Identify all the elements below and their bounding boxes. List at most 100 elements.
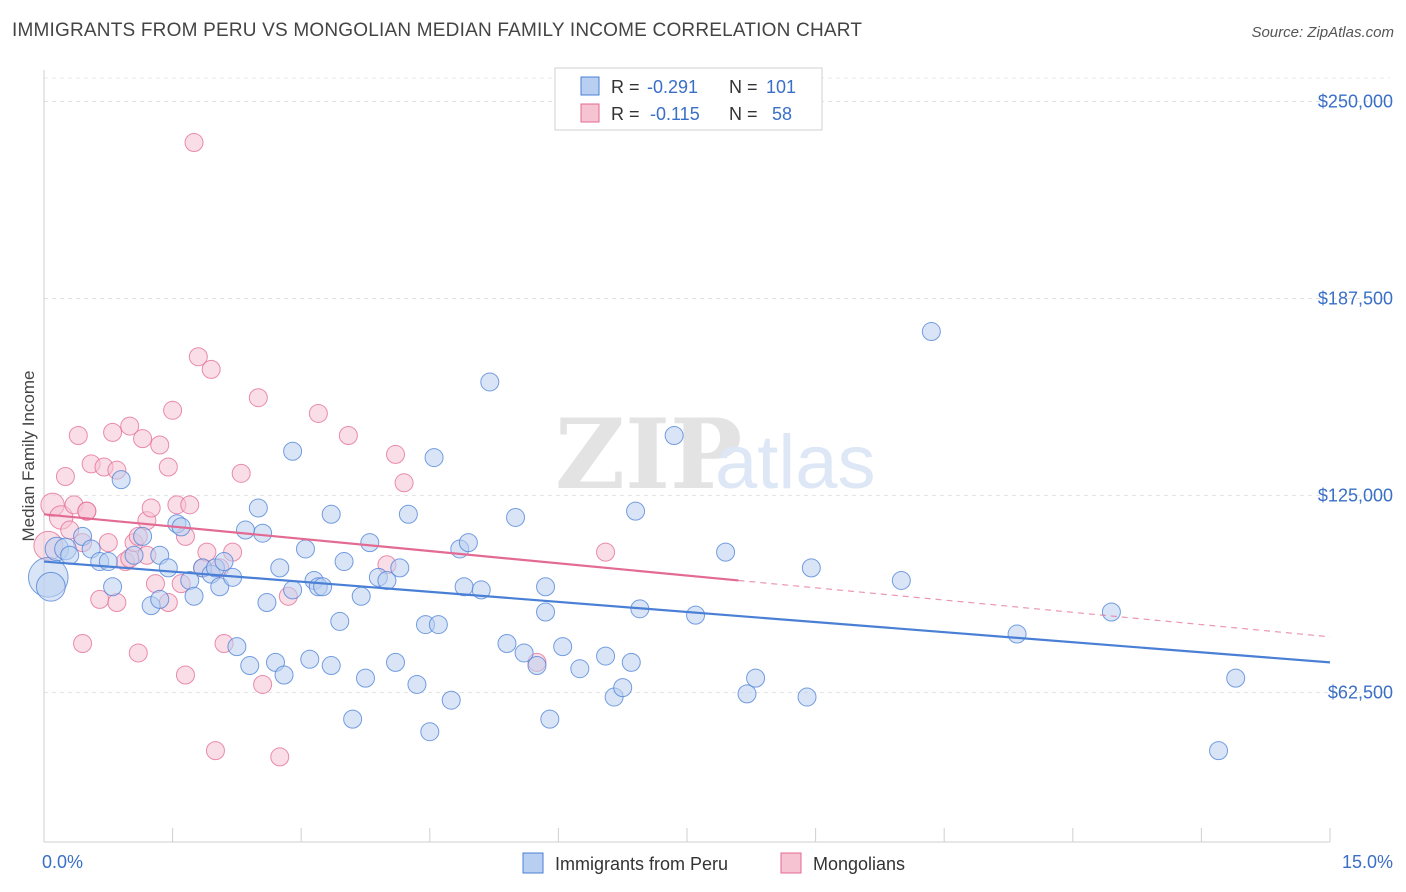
data-point xyxy=(98,533,118,553)
data-point xyxy=(133,526,153,546)
data-point xyxy=(613,678,633,698)
data-point xyxy=(664,426,684,446)
data-point xyxy=(248,388,268,408)
data-point xyxy=(300,649,320,669)
axes xyxy=(43,70,1331,843)
legend-swatch-pink xyxy=(580,103,600,123)
trend-line xyxy=(43,513,739,582)
data-point xyxy=(111,470,131,490)
data-point xyxy=(163,400,183,420)
legend-r-label-2: R = xyxy=(611,104,640,124)
legend-r-value-2: -0.115 xyxy=(650,104,700,124)
legend: R = -0.291 N = 101 R = -0.115 N = 58 xyxy=(554,67,823,131)
data-point xyxy=(1209,741,1229,761)
bottom-legend-swatch-pink xyxy=(780,852,802,874)
data-point xyxy=(386,444,406,464)
legend-n-label-2: N = xyxy=(729,104,758,124)
data-point xyxy=(596,542,616,562)
data-point xyxy=(338,426,358,446)
data-point xyxy=(553,637,573,657)
chart-title: IMMIGRANTS FROM PERU VS MONGOLIAN MEDIAN… xyxy=(12,20,863,41)
data-point xyxy=(360,533,380,553)
data-point xyxy=(334,552,354,572)
x-tick-label-min: 0.0% xyxy=(42,852,83,872)
series-immigrants-from-peru xyxy=(27,322,1246,761)
data-point xyxy=(570,659,590,679)
bottom-legend-label-pink: Mongolians xyxy=(813,854,905,874)
data-point xyxy=(257,593,277,613)
data-point xyxy=(441,690,461,710)
data-point xyxy=(133,429,153,449)
data-point xyxy=(240,656,260,676)
data-point xyxy=(107,593,127,613)
legend-r-label-1: R = xyxy=(611,77,640,97)
data-point xyxy=(343,709,363,729)
data-point xyxy=(891,570,911,590)
y-tick-label: $250,000 xyxy=(1318,92,1393,112)
data-point xyxy=(68,426,88,446)
data-point xyxy=(158,558,178,578)
data-point xyxy=(150,435,170,455)
data-point xyxy=(120,416,140,436)
data-point xyxy=(248,498,268,518)
data-point xyxy=(274,665,294,685)
data-point xyxy=(201,359,221,379)
legend-n-value-1: 101 xyxy=(766,77,796,97)
data-point xyxy=(180,495,200,515)
data-point xyxy=(514,643,534,663)
data-point xyxy=(141,498,161,518)
data-point xyxy=(150,589,170,609)
watermark: ZIP atlas xyxy=(555,398,876,511)
data-point xyxy=(480,372,500,392)
data-point xyxy=(321,504,341,524)
data-point xyxy=(458,533,478,553)
data-point xyxy=(35,571,66,602)
data-point xyxy=(497,633,517,653)
data-point xyxy=(270,558,290,578)
trend-lines xyxy=(43,513,1331,664)
legend-n-label-1: N = xyxy=(729,77,758,97)
data-point xyxy=(921,322,941,342)
trend-line xyxy=(43,560,1331,664)
data-point xyxy=(197,542,217,562)
x-tick-label-max: 15.0% xyxy=(1342,852,1393,872)
data-point xyxy=(394,473,414,493)
data-point xyxy=(797,687,817,707)
y-tick-label: $125,000 xyxy=(1318,485,1393,505)
data-point xyxy=(283,441,303,461)
data-point xyxy=(313,577,333,597)
data-point xyxy=(746,668,766,688)
y-axis-label: Median Family Income xyxy=(19,370,38,541)
data-point xyxy=(321,656,341,676)
data-point xyxy=(527,656,547,676)
data-point xyxy=(801,558,821,578)
data-point xyxy=(158,457,178,477)
data-point xyxy=(626,501,646,521)
data-point xyxy=(540,709,560,729)
data-point xyxy=(407,674,427,694)
data-point xyxy=(1101,602,1121,622)
data-point xyxy=(175,665,195,685)
data-point xyxy=(145,574,165,594)
data-point xyxy=(351,586,371,606)
data-point xyxy=(73,633,93,653)
data-point xyxy=(737,684,757,704)
legend-r-value-1: -0.291 xyxy=(647,77,698,97)
bottom-legend: Immigrants from Peru Mongolians xyxy=(522,852,905,874)
data-point xyxy=(205,741,225,761)
data-point xyxy=(60,545,80,565)
data-point xyxy=(621,652,641,672)
data-point xyxy=(103,577,123,597)
bottom-legend-label-blue: Immigrants from Peru xyxy=(555,854,728,874)
data-point xyxy=(536,577,556,597)
data-point xyxy=(398,504,418,524)
data-point xyxy=(295,539,315,559)
data-point xyxy=(231,463,251,483)
data-point xyxy=(214,552,234,572)
data-point xyxy=(103,422,123,442)
trend-line-extension xyxy=(738,579,1331,638)
data-point xyxy=(420,722,440,742)
data-point xyxy=(356,668,375,688)
data-point xyxy=(686,605,706,625)
